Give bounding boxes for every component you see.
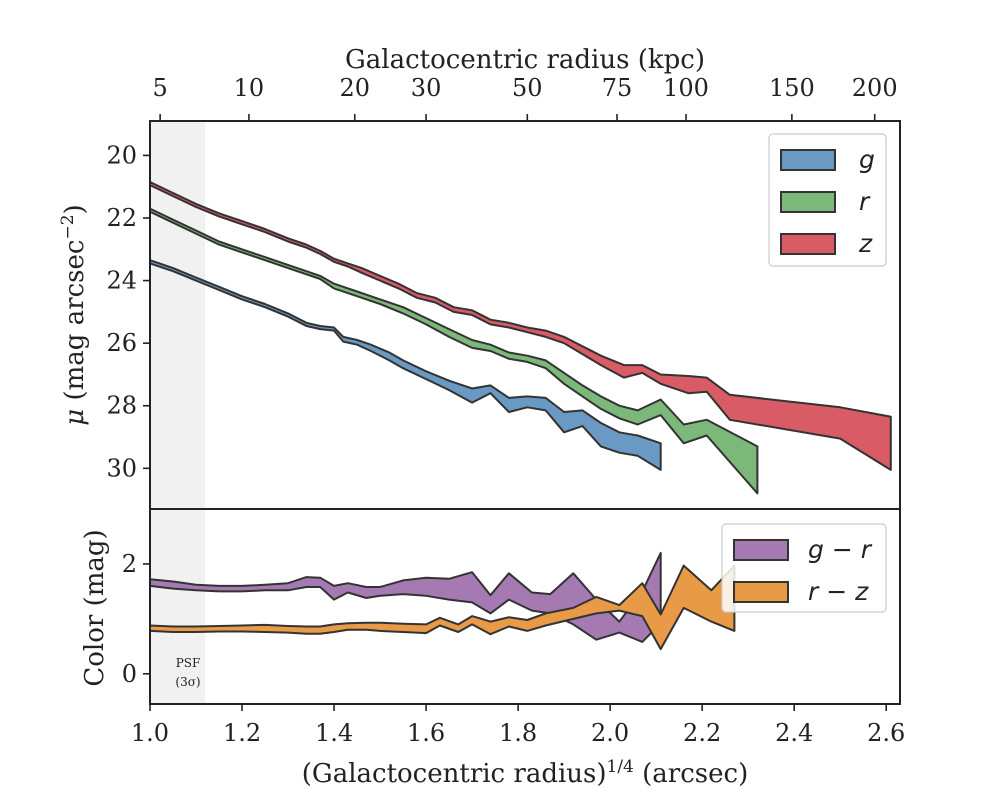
top-panel: 20 22 24 26 28 30 5 10 20 30 50 75 100 150 200 grz: [106, 74, 901, 510]
legend-label: g − r: [808, 535, 873, 564]
psf-label: PSF: [176, 656, 201, 670]
band-rz-color: [149, 564, 736, 651]
color-axis-title: Color (mag): [80, 529, 110, 686]
band-g-surface-brightness: [149, 259, 662, 471]
top-x-tick-label: 50: [512, 74, 543, 102]
top-x-tick-label: 10: [234, 74, 265, 102]
color-y-tick-label: 2: [122, 550, 137, 578]
x-tick-label: 1.8: [499, 719, 537, 747]
legend-label: r − z: [808, 577, 869, 606]
psf-region-top: [150, 121, 206, 509]
legend-label: r: [859, 187, 871, 216]
top-panel-ticks: 20 22 24 26 28 30 5 10 20 30 50 75 100 150 200: [106, 74, 897, 482]
y-tick-label: 22: [106, 204, 137, 232]
x-tick-label: 1.2: [223, 719, 261, 747]
x-tick-label: 1.4: [315, 719, 353, 747]
top-x-tick-label: 5: [152, 74, 167, 102]
legend-swatch: [780, 233, 836, 255]
surface-brightness-series: [149, 181, 892, 495]
legend-swatch: [733, 581, 789, 603]
bottom-legend: g − r r − z: [721, 523, 887, 613]
x-tick-label: 1.0: [131, 719, 169, 747]
y-tick-label: 24: [106, 267, 137, 295]
top-x-tick-label: 200: [852, 74, 898, 102]
top-x-tick-label: 20: [339, 74, 370, 102]
top-x-tick-label: 150: [769, 74, 815, 102]
x-tick-label: 2.4: [775, 719, 813, 747]
color-series: [149, 551, 736, 651]
mu-axis-title: μ (mag arcsec−2): [58, 204, 90, 425]
psf-label-sigma: (3σ): [175, 675, 200, 689]
bottom-panel-frame: [149, 508, 901, 705]
top-x-tick-label: 30: [411, 74, 442, 102]
top-legend: grz: [768, 133, 887, 267]
psf-region-bottom: [150, 509, 206, 704]
legend-swatch: [780, 149, 836, 171]
legend-label: g: [859, 145, 875, 174]
top-x-axis-title: Galactocentric radius (kpc): [345, 45, 705, 75]
x-tick-label: 2.6: [867, 719, 905, 747]
legend-swatch: [780, 191, 836, 213]
top-x-tick-label: 75: [602, 74, 633, 102]
bottom-x-axis-title: (Galactocentric radius)1/4 (arcsec): [302, 757, 748, 789]
x-tick-label: 2.0: [591, 719, 629, 747]
legend-swatch: [733, 539, 789, 561]
legend-label: z: [858, 229, 873, 258]
band-r-surface-brightness: [149, 207, 759, 495]
color-y-tick-label: 0: [122, 660, 137, 688]
x-tick-label: 1.6: [407, 719, 445, 747]
y-tick-label: 20: [106, 141, 137, 169]
top-x-tick-label: 100: [663, 74, 709, 102]
bottom-panel: 1.0 1.2 1.4 1.6 1.8 2.0 2.2 2.4 2.6 0 2 g − r r − z…: [122, 508, 906, 747]
y-tick-label: 26: [106, 329, 137, 357]
bottom-panel-ticks: 1.0 1.2 1.4 1.6 1.8 2.0 2.2 2.4 2.6 0 2: [122, 550, 906, 747]
y-tick-label: 30: [106, 454, 137, 482]
y-tick-label: 28: [106, 392, 137, 420]
x-tick-label: 2.2: [683, 719, 721, 747]
band-z-surface-brightness: [149, 181, 892, 471]
